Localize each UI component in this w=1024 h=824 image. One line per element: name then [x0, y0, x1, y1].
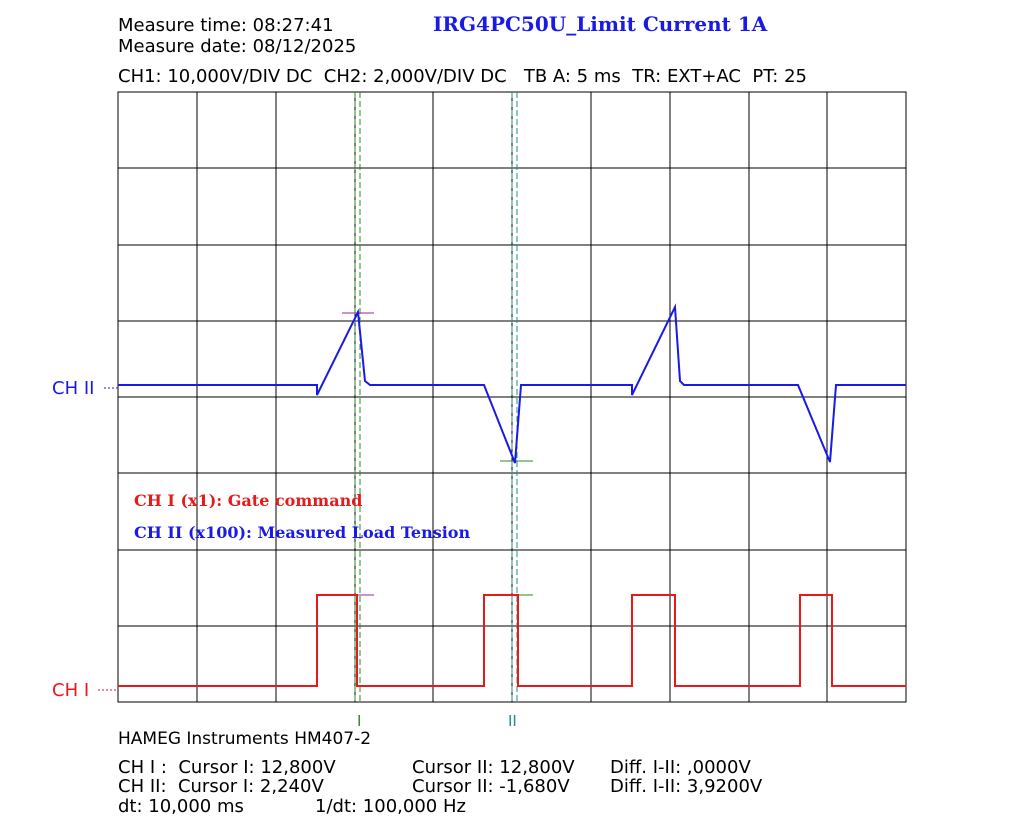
readout: CH I : Cursor I: 12,800V [118, 757, 336, 778]
measure-date: Measure date: 08/12/2025 [118, 36, 356, 57]
title: IRG4PC50U_Limit Current 1A [433, 12, 768, 36]
settings: CH1: 10,000V/DIV DC CH2: 2,000V/DIV DC T… [118, 66, 807, 87]
ch1-marker: CH I [52, 680, 89, 701]
cursor-label: II [508, 712, 517, 730]
readout: CH II: Cursor I: 2,240V [118, 776, 324, 797]
ch2-marker: CH II [52, 378, 94, 399]
readout: dt: 10,000 ms [118, 796, 244, 817]
readout: Cursor II: -1,680V [412, 776, 570, 797]
readout: Diff. I-II: ,0000V [610, 757, 751, 778]
legend-ch2: CH II (x100): Measured Load Tension [134, 523, 470, 542]
measure-time: Measure time: 08:27:41 [118, 15, 334, 36]
readout: Diff. I-II: 3,9200V [610, 776, 763, 797]
cursor-label: I [357, 712, 361, 730]
instrument: HAMEG Instruments HM407-2 [118, 729, 371, 749]
ch2-trace [118, 303, 906, 464]
readout: 1/dt: 100,000 Hz [315, 796, 466, 817]
legend-ch1: CH I (x1): Gate command [134, 491, 362, 510]
readout: Cursor II: 12,800V [412, 757, 575, 778]
ch1-trace [118, 594, 906, 687]
